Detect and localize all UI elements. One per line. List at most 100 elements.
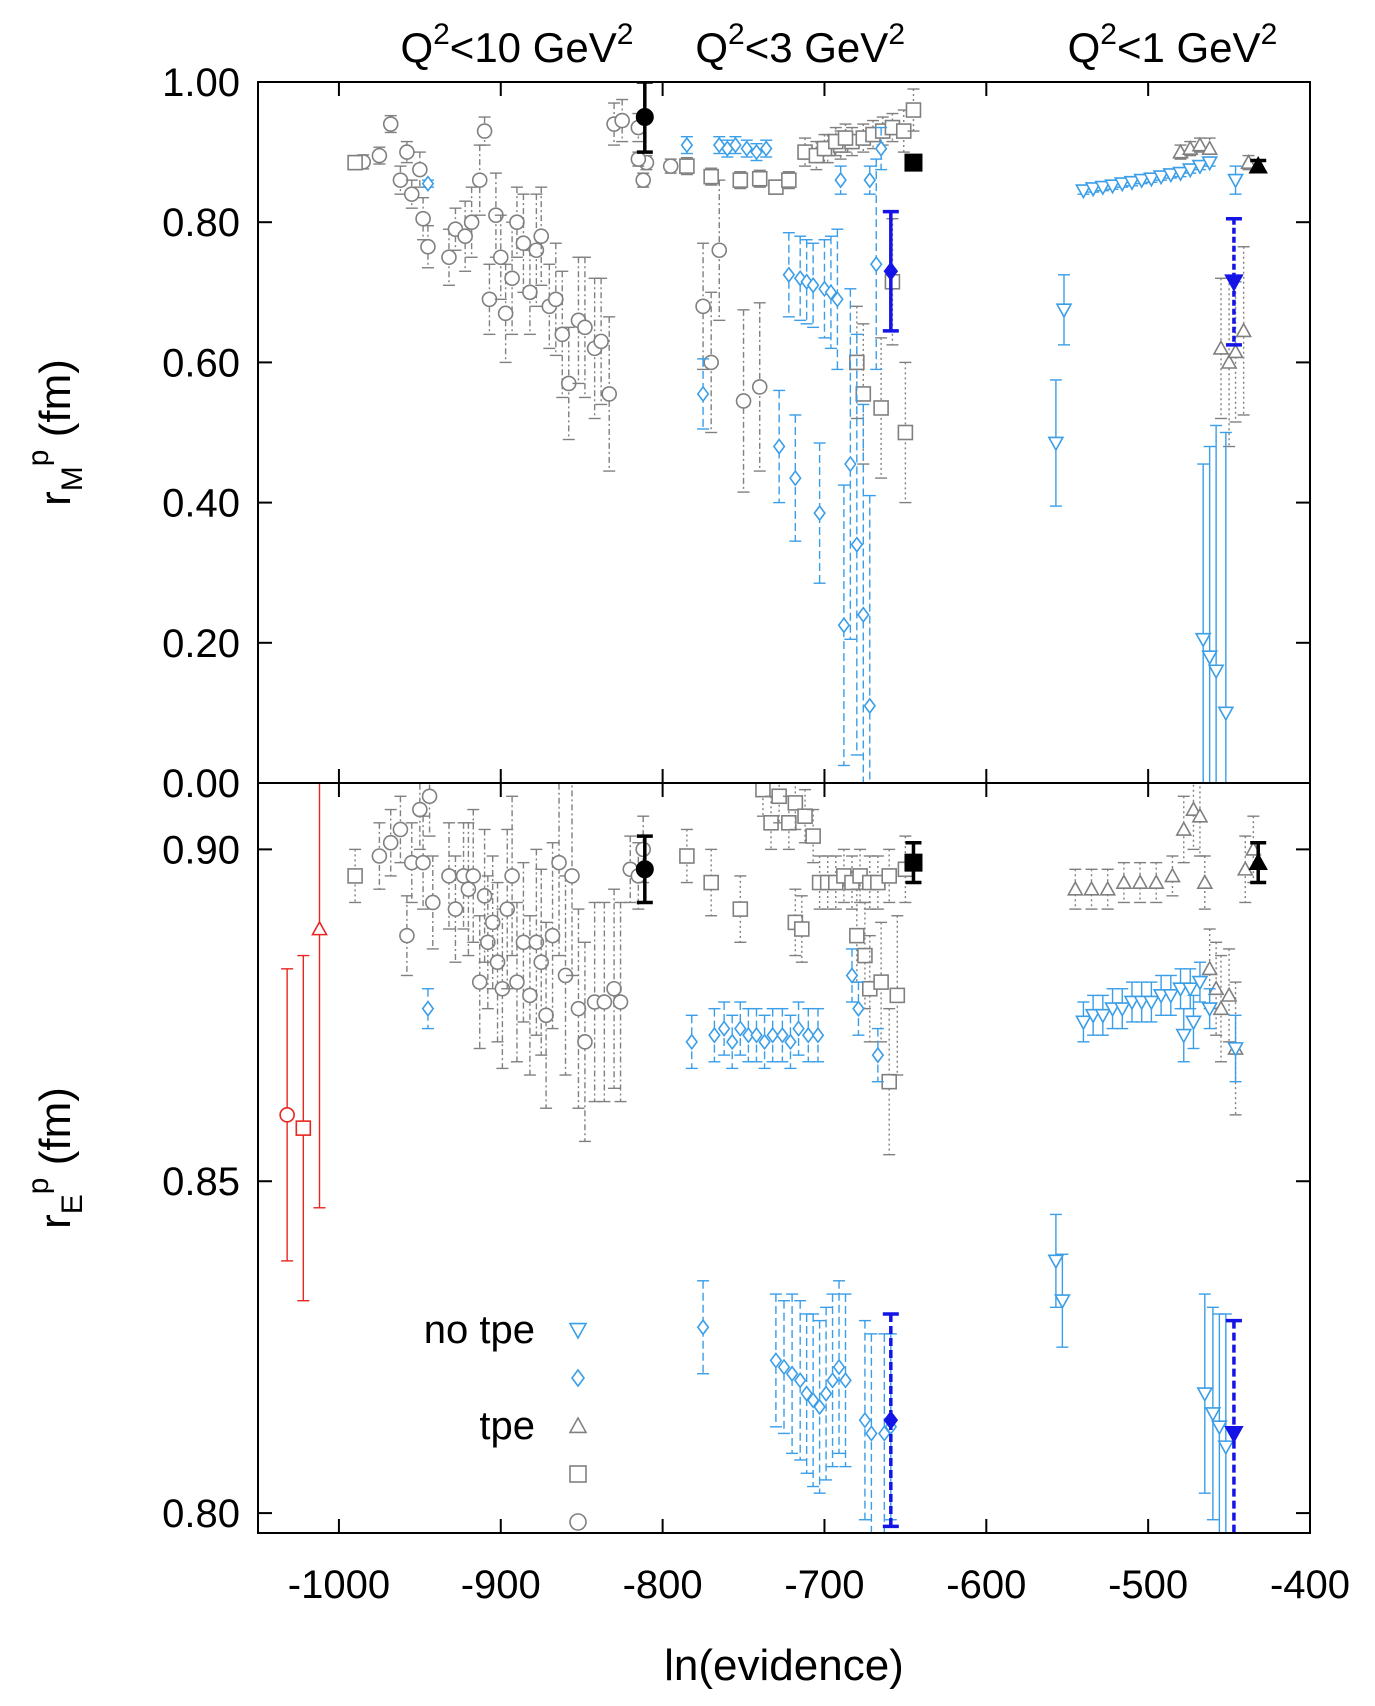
data-point <box>758 1014 771 1070</box>
marker-square <box>837 130 854 146</box>
marker-triangle <box>1220 353 1238 369</box>
marker-circle <box>630 151 647 167</box>
marker-square <box>857 947 873 964</box>
marker-circle <box>279 1107 295 1123</box>
marker-tri-down <box>1075 184 1092 200</box>
data-point <box>1075 184 1092 200</box>
data-point <box>904 840 923 885</box>
marker-circle <box>371 147 388 164</box>
data-point <box>1123 175 1141 191</box>
y-tick-label: 0.00 <box>162 762 240 806</box>
marker-tri-down <box>1162 168 1180 184</box>
series-triangles <box>1172 136 1257 448</box>
data-point <box>441 228 457 286</box>
data-point <box>1236 835 1254 904</box>
data-point <box>412 783 428 851</box>
x-tick-label: -1000 <box>288 1563 390 1607</box>
series-circles <box>371 783 651 1143</box>
data-point <box>484 855 501 990</box>
marker-tri-down <box>1181 982 1199 998</box>
data-point <box>1083 868 1100 910</box>
marker-circle <box>577 319 593 336</box>
marker-circle <box>533 228 550 245</box>
data-point <box>784 1014 797 1070</box>
data-point <box>703 291 719 434</box>
x-tick-label: -800 <box>623 1563 703 1607</box>
data-point <box>882 1312 899 1529</box>
x-tick-label: -400 <box>1270 1563 1350 1607</box>
marker-square <box>889 987 906 1004</box>
data-point <box>857 403 870 783</box>
data-point <box>489 881 506 1043</box>
marker-circle <box>522 284 538 301</box>
marker-diamond <box>782 266 796 284</box>
data-point <box>1152 170 1170 186</box>
data-point <box>1201 445 1219 783</box>
marker-diamond <box>769 1352 783 1369</box>
data-point <box>1191 961 1209 1003</box>
marker-circle <box>614 112 630 129</box>
data-point <box>861 934 878 1043</box>
data-point <box>889 915 906 1076</box>
marker-circle <box>497 305 514 322</box>
data-point <box>750 1007 763 1063</box>
data-point <box>544 842 561 1030</box>
data-point <box>819 1306 833 1481</box>
marker-tri-down <box>1055 303 1073 319</box>
data-point <box>1181 968 1199 1010</box>
data-point <box>794 895 810 963</box>
marker-diamond <box>758 1033 771 1051</box>
marker-circle <box>601 386 618 402</box>
y-axis-label: rEp (fm) <box>22 1087 89 1229</box>
marker-circle <box>554 326 571 343</box>
data-point <box>806 242 820 329</box>
marker-triangle <box>1201 960 1219 976</box>
data-point <box>824 235 838 350</box>
legend-entry <box>569 1465 587 1483</box>
data-point <box>392 795 409 864</box>
data-point <box>279 968 295 1262</box>
data-point <box>528 193 545 308</box>
series-result_black_sq <box>904 153 923 172</box>
marker-diamond <box>696 1318 710 1336</box>
series-tri_down <box>1047 156 1244 783</box>
data-point <box>463 186 480 258</box>
data-point <box>863 165 877 195</box>
marker-diamond <box>734 1020 747 1037</box>
data-point <box>1185 994 1202 1050</box>
y-tick-label: 0.40 <box>162 482 240 526</box>
data-point <box>1094 994 1112 1036</box>
data-point <box>421 175 435 192</box>
region-label: Q2<3 GeV2 <box>695 18 905 71</box>
data-point <box>772 389 786 504</box>
data-point <box>1227 1014 1244 1083</box>
marker-circle <box>606 980 622 997</box>
data-point <box>873 337 889 479</box>
marker-circle <box>662 158 679 174</box>
data-point <box>831 228 844 371</box>
marker-diamond <box>696 385 710 403</box>
data-point <box>601 316 618 472</box>
marker-circle <box>515 934 532 951</box>
marker-tri-down <box>1084 182 1102 198</box>
marker-diamond <box>874 140 888 157</box>
data-point <box>570 908 587 1109</box>
data-point <box>295 954 312 1302</box>
marker-circle <box>480 934 496 951</box>
marker-circle <box>465 868 482 884</box>
data-point <box>399 140 415 164</box>
data-point <box>805 808 821 864</box>
marker-square <box>904 153 923 172</box>
data-point <box>492 214 509 301</box>
marker-square <box>781 172 797 188</box>
marker-tri-down <box>1191 975 1209 991</box>
series-triangles <box>1066 783 1262 1116</box>
marker-tri-down <box>1201 1002 1219 1018</box>
data-point <box>596 901 613 1103</box>
marker-diamond <box>717 1020 731 1037</box>
data-point <box>635 82 654 154</box>
marker-square <box>805 828 821 844</box>
marker-diamond <box>813 504 826 522</box>
marker-diamond <box>421 175 435 192</box>
marker-diamond <box>831 290 844 308</box>
